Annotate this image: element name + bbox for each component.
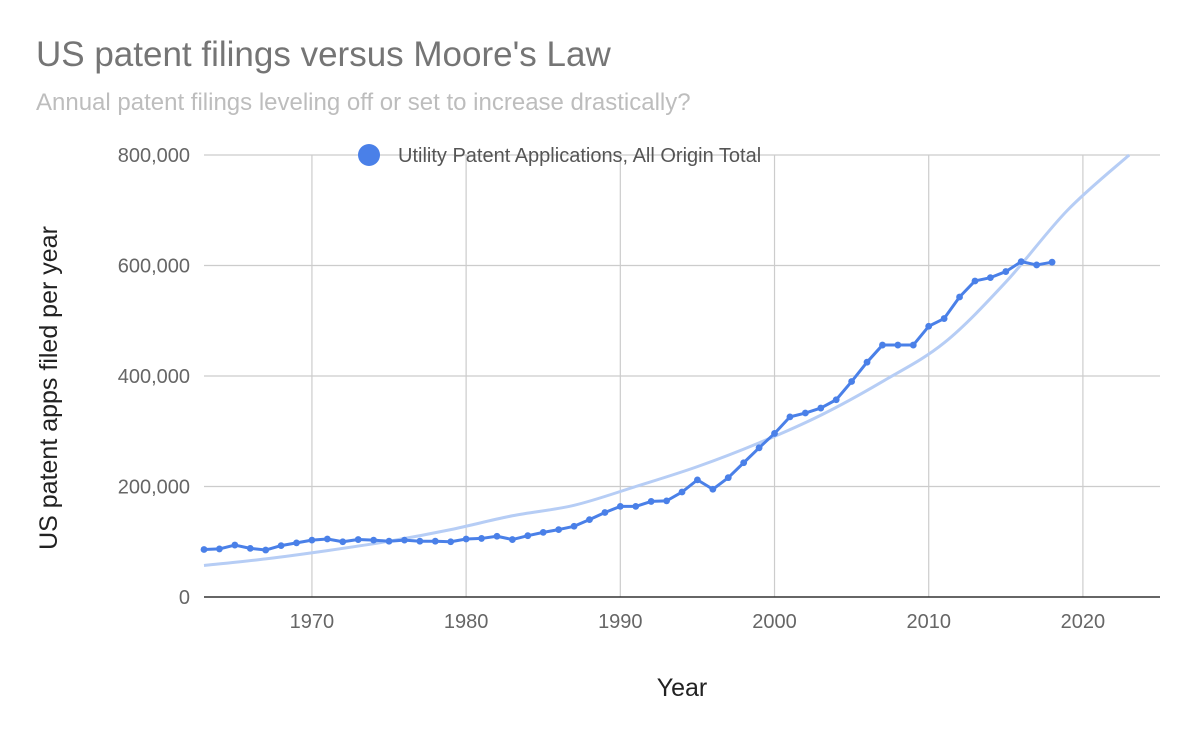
x-axis-title: Year bbox=[657, 674, 708, 702]
data-point bbox=[570, 522, 578, 530]
x-tick-label: 2020 bbox=[1061, 611, 1106, 633]
data-point bbox=[200, 546, 208, 553]
data-point bbox=[231, 541, 239, 549]
data-point bbox=[323, 535, 331, 543]
data-point bbox=[616, 502, 624, 510]
y-tick-label: 800,000 bbox=[118, 145, 190, 167]
data-point bbox=[216, 545, 223, 553]
x-tick-label: 2010 bbox=[906, 611, 951, 633]
y-tick-label: 600,000 bbox=[118, 256, 190, 278]
gridlines bbox=[204, 154, 1160, 597]
x-tick-label: 2000 bbox=[752, 611, 797, 633]
trendline-group bbox=[203, 153, 1131, 567]
y-axis-ticks: 0 200,000 400,000 600,000 800,000 bbox=[118, 145, 190, 609]
data-point bbox=[663, 497, 670, 505]
data-point bbox=[493, 532, 501, 540]
y-axis-title: US patent apps filed per year bbox=[35, 226, 63, 550]
x-tick-label: 1990 bbox=[598, 611, 643, 633]
data-point bbox=[416, 537, 424, 545]
data-point bbox=[277, 542, 285, 550]
data-point bbox=[447, 538, 455, 546]
x-tick-label: 1970 bbox=[290, 611, 335, 633]
legend[interactable]: Utility Patent Applications, All Origin … bbox=[358, 144, 761, 167]
data-point bbox=[832, 396, 840, 404]
data-point bbox=[894, 341, 902, 349]
data-point bbox=[339, 538, 347, 546]
data-point bbox=[401, 536, 408, 544]
data-point bbox=[709, 485, 717, 493]
data-point bbox=[524, 532, 532, 540]
data-point bbox=[246, 544, 254, 552]
data-point bbox=[817, 404, 825, 412]
series-line bbox=[203, 260, 1053, 552]
data-point bbox=[940, 315, 948, 322]
data-point bbox=[262, 546, 270, 554]
y-tick-label: 200,000 bbox=[118, 477, 190, 499]
data-point bbox=[971, 277, 979, 285]
data-point bbox=[632, 502, 640, 510]
y-tick-label: 0 bbox=[179, 587, 190, 609]
data-point bbox=[647, 498, 655, 505]
data-point bbox=[909, 341, 917, 349]
legend-label: Utility Patent Applications, All Origin … bbox=[398, 145, 761, 167]
x-tick-label: 1980 bbox=[444, 611, 489, 633]
chart-title: US patent filings versus Moore's Law bbox=[36, 35, 611, 74]
data-point bbox=[308, 536, 316, 544]
data-point bbox=[740, 459, 748, 467]
data-point bbox=[431, 537, 439, 545]
data-point bbox=[724, 474, 732, 482]
data-point bbox=[601, 509, 609, 516]
data-point bbox=[354, 536, 362, 543]
data-point bbox=[1017, 258, 1025, 266]
legend-marker bbox=[358, 144, 380, 166]
data-point bbox=[694, 476, 701, 484]
data-point bbox=[539, 528, 547, 536]
data-point bbox=[462, 535, 470, 543]
data-point bbox=[771, 430, 778, 437]
series-group bbox=[200, 258, 1056, 554]
y-tick-label: 400,000 bbox=[118, 366, 190, 388]
x-axis-ticks: 1970 1980 1990 2000 2010 2020 bbox=[290, 611, 1105, 633]
data-point bbox=[1033, 261, 1041, 269]
data-point bbox=[848, 378, 856, 385]
data-point bbox=[925, 322, 933, 330]
data-point bbox=[370, 536, 378, 544]
trendline bbox=[203, 153, 1131, 567]
data-point bbox=[678, 488, 686, 496]
data-point bbox=[586, 516, 593, 524]
data-point bbox=[986, 274, 994, 282]
data-point bbox=[786, 413, 794, 421]
data-point bbox=[555, 526, 563, 533]
data-point bbox=[1048, 258, 1056, 266]
data-point bbox=[478, 535, 485, 542]
data-point bbox=[293, 539, 300, 547]
data-point bbox=[508, 536, 516, 543]
data-point bbox=[801, 409, 809, 417]
data-point bbox=[385, 537, 393, 545]
data-point bbox=[755, 444, 763, 452]
data-point bbox=[863, 358, 871, 366]
data-point bbox=[879, 341, 886, 349]
data-point bbox=[956, 293, 963, 301]
chart-subtitle: Annual patent filings leveling off or se… bbox=[36, 89, 691, 116]
data-point bbox=[1002, 268, 1010, 275]
